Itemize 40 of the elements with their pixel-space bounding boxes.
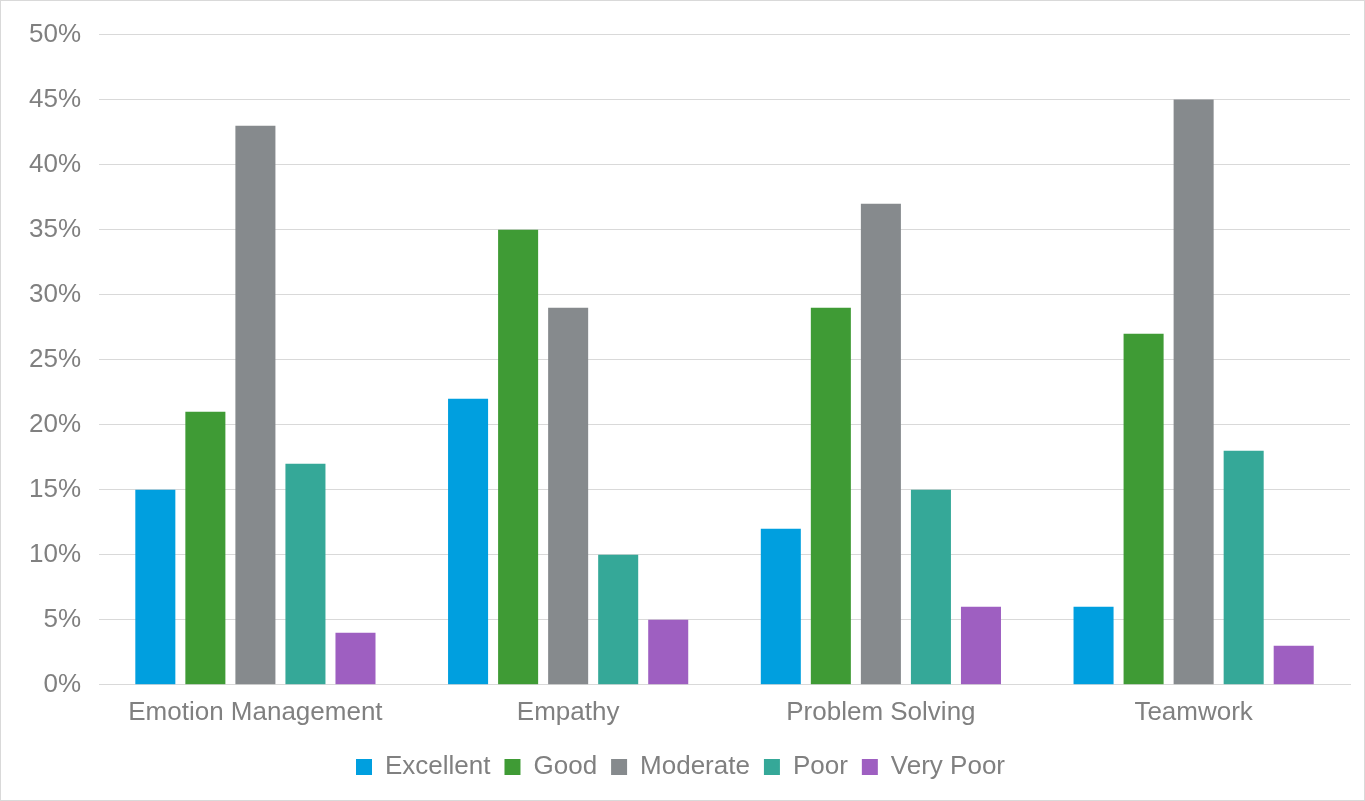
y-tick-label: 40% xyxy=(28,147,82,178)
bar xyxy=(1073,606,1114,685)
y-tick-label: 35% xyxy=(28,212,82,243)
x-tick-label: Problem Solving xyxy=(786,695,976,726)
y-tick-label: 30% xyxy=(28,277,82,308)
bar xyxy=(235,125,276,685)
legend-label: Poor xyxy=(792,750,849,781)
bar xyxy=(910,489,951,685)
x-tick-label: Teamwork xyxy=(1134,695,1254,726)
bar xyxy=(185,411,226,685)
bar xyxy=(1223,450,1264,685)
x-tick-label: Emotion Management xyxy=(128,695,384,726)
bar xyxy=(498,229,539,685)
legend-label: Moderate xyxy=(640,750,750,781)
bar xyxy=(860,203,901,685)
bar xyxy=(760,528,801,685)
y-tick-label: 25% xyxy=(28,342,82,373)
bar xyxy=(648,619,689,685)
legend-label: Very Poor xyxy=(890,750,1006,781)
y-tick-label: 5% xyxy=(43,602,82,633)
bar xyxy=(548,307,589,685)
y-tick-label: 10% xyxy=(28,537,82,568)
bar xyxy=(960,606,1001,685)
bar xyxy=(285,463,326,685)
bar xyxy=(598,554,639,685)
legend-label: Excellent xyxy=(384,750,492,781)
y-tick-label: 45% xyxy=(28,82,82,113)
bar xyxy=(448,398,489,685)
bar xyxy=(135,489,176,685)
y-tick-label: 50% xyxy=(28,17,82,48)
y-tick-label: 20% xyxy=(28,407,82,438)
bar xyxy=(1273,645,1314,685)
bar xyxy=(810,307,851,685)
bar xyxy=(335,632,376,685)
legend-label: Good xyxy=(533,750,598,781)
bar xyxy=(1173,99,1214,685)
bar xyxy=(1123,333,1164,685)
y-tick-label: 0% xyxy=(43,667,82,698)
y-tick-label: 15% xyxy=(28,472,82,503)
x-tick-label: Empathy xyxy=(516,695,620,726)
